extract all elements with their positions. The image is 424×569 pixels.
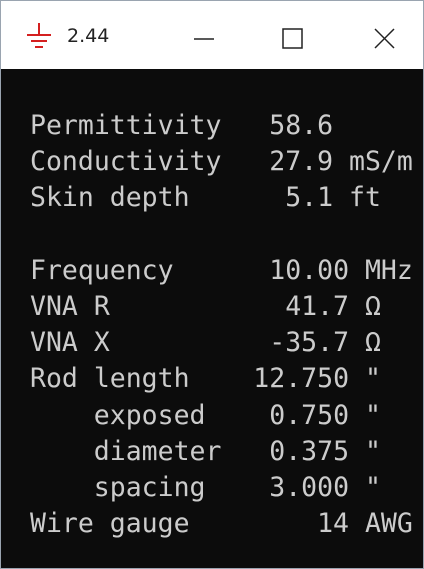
row-unit: " bbox=[364, 399, 381, 431]
row-label: Permittivity bbox=[30, 110, 222, 141]
row-unit: Ω bbox=[364, 291, 381, 322]
app-icon bbox=[27, 23, 51, 48]
row-value: 58.6 bbox=[269, 110, 334, 141]
row-label: VNA X bbox=[30, 327, 110, 359]
row-label: Frequency bbox=[30, 254, 174, 286]
row-value: 0.750 bbox=[269, 399, 350, 431]
row-label: diameter bbox=[93, 435, 222, 467]
row-label: Skin depth bbox=[30, 182, 190, 214]
row-value: 0.375 bbox=[269, 435, 350, 467]
row-label: VNA R bbox=[30, 291, 110, 322]
console-output: Permittivity 58.6 Conductivity 27.9 mS/m Skin… bbox=[1, 69, 423, 568]
row-unit: AWG bbox=[364, 508, 413, 540]
row-label: Rod length bbox=[30, 363, 190, 395]
row-value: 41.7 bbox=[285, 291, 350, 322]
row-label: Wire gauge bbox=[30, 508, 190, 540]
title-bar: 2.44 bbox=[1, 1, 423, 69]
maximize-button[interactable] bbox=[282, 28, 303, 49]
row-label: spacing bbox=[93, 472, 206, 503]
row-unit: " bbox=[364, 435, 381, 467]
window-title: 2.44 bbox=[67, 25, 110, 47]
row-value: 12.750 bbox=[253, 363, 350, 395]
close-button[interactable] bbox=[374, 28, 395, 49]
row-value: -35.7 bbox=[269, 327, 350, 359]
row-value: 10.00 bbox=[269, 254, 350, 286]
row-value: 3.000 bbox=[269, 472, 350, 503]
row-label: exposed bbox=[93, 399, 206, 431]
row-value: 14 bbox=[317, 508, 350, 540]
row-value: 27.9 bbox=[269, 146, 334, 178]
row-unit: MHz bbox=[364, 254, 413, 286]
row-unit: " bbox=[364, 363, 381, 395]
row-unit: ft bbox=[349, 182, 381, 214]
row-value: 5.1 bbox=[285, 182, 334, 214]
row-unit: " bbox=[364, 472, 381, 503]
row-unit: mS/m bbox=[349, 146, 413, 178]
row-unit: Ω bbox=[364, 327, 381, 359]
row-label: Conductivity bbox=[30, 146, 222, 178]
